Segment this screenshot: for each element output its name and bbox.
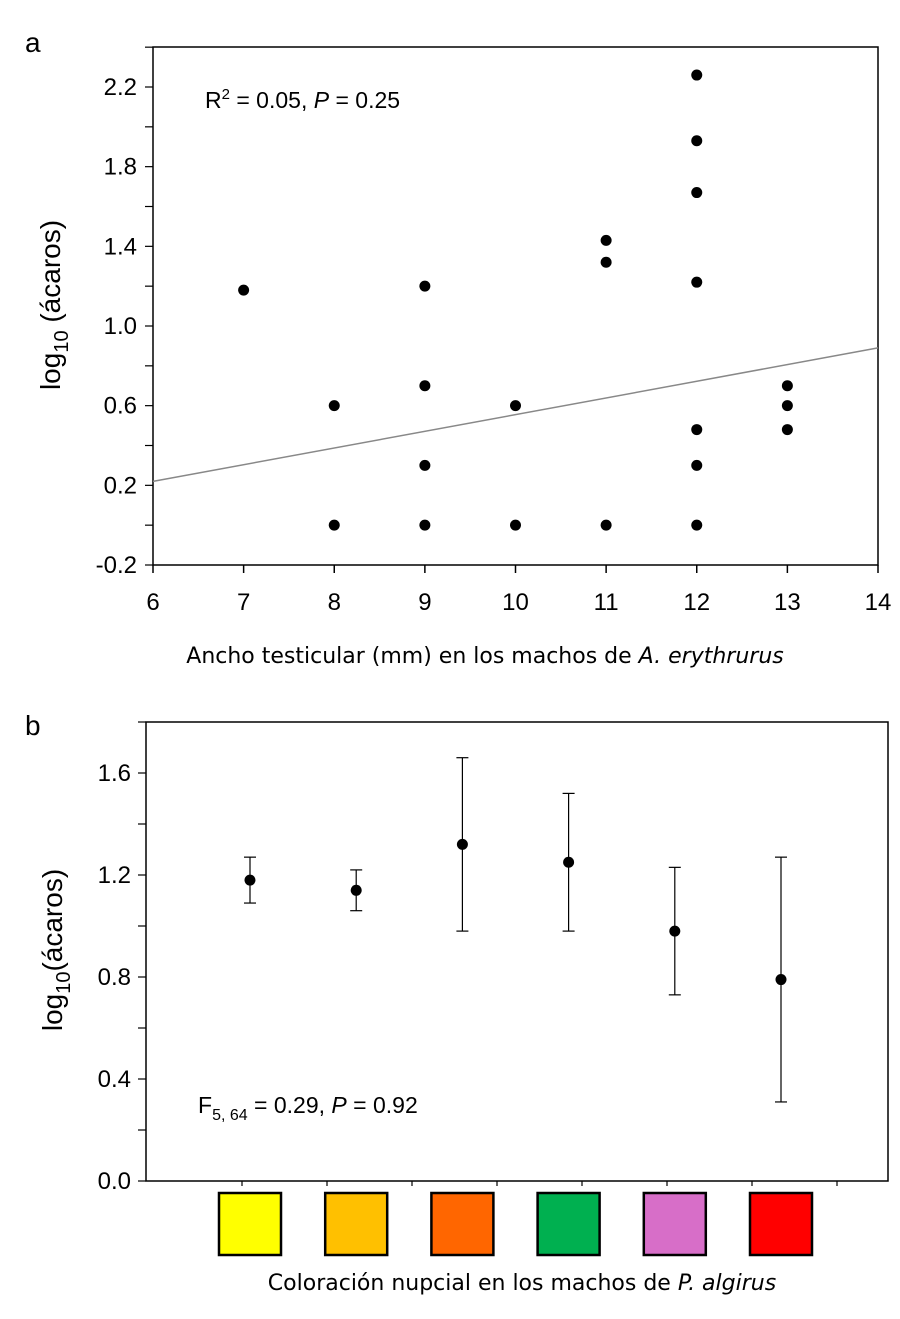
plot-a-ylabel: log10 (ácaros)	[35, 220, 73, 390]
plot-a-annotation: R2 = 0.05, P = 0.25	[205, 86, 400, 113]
color-swatch	[323, 1191, 389, 1257]
x-tick-label: 13	[774, 589, 801, 616]
data-point	[691, 459, 703, 471]
regression-line	[152, 347, 879, 483]
mean-point	[775, 974, 787, 986]
data-point	[691, 69, 703, 81]
color-swatch	[217, 1191, 283, 1257]
plot-a-frame	[152, 46, 879, 566]
panel-a-label: a	[25, 27, 41, 58]
y-tick-label: 1.8	[104, 154, 137, 181]
plot-b-xlabel: Coloración nupcial en los machos de P. a…	[268, 1271, 776, 1296]
data-point	[510, 519, 521, 531]
color-swatch	[748, 1191, 814, 1257]
x-tick-label: 9	[418, 589, 431, 616]
y-tick-label: 1.6	[98, 760, 131, 787]
x-tick-label: 10	[502, 589, 529, 616]
data-point	[781, 424, 793, 436]
x-tick-label: 6	[146, 589, 159, 616]
data-point	[328, 519, 340, 531]
data-point	[510, 400, 521, 412]
data-point	[419, 519, 431, 531]
data-point	[781, 380, 793, 392]
y-tick-label: 0.8	[98, 964, 131, 991]
data-point	[691, 424, 703, 436]
y-tick-label: 0.2	[104, 472, 137, 499]
data-point	[691, 135, 703, 147]
data-point	[691, 187, 703, 199]
y-tick-label: -0.2	[96, 552, 137, 579]
data-point	[419, 459, 431, 471]
plot-b-ylabel: log10(ácaros)	[37, 869, 75, 1031]
x-tick-label: 11	[594, 589, 619, 616]
x-tick-label: 12	[683, 589, 710, 616]
mean-point	[563, 856, 575, 868]
y-tick-label: 2.2	[104, 74, 137, 101]
data-point	[238, 284, 250, 296]
x-tick-label: 14	[865, 589, 892, 616]
y-tick-label: 1.4	[104, 233, 137, 260]
y-tick-label: 0.4	[98, 1066, 131, 1093]
x-tick-label: 8	[328, 589, 341, 616]
data-point	[600, 234, 612, 246]
data-point	[691, 276, 703, 288]
y-tick-label: 1.0	[104, 313, 137, 340]
data-point	[419, 380, 431, 392]
color-swatch	[642, 1191, 708, 1257]
panel-b-label: b	[25, 710, 41, 741]
mean-point	[350, 884, 362, 896]
y-tick-label: 0.0	[98, 1168, 131, 1195]
x-tick-label: 7	[237, 589, 250, 616]
plot-a-xlabel: Ancho testicular (mm) en los machos de A…	[186, 644, 783, 669]
y-tick-label: 0.6	[104, 393, 137, 420]
mean-point	[456, 838, 468, 850]
data-point	[691, 519, 703, 531]
data-point	[781, 400, 793, 412]
data-point	[328, 400, 340, 412]
color-swatch	[536, 1191, 601, 1257]
y-tick-label: 1.2	[98, 862, 131, 889]
data-point	[419, 280, 431, 292]
mean-point	[669, 925, 681, 937]
plot-b-annotation: F5, 64 = 0.29, P = 0.92	[198, 1092, 418, 1124]
color-swatch	[430, 1191, 495, 1257]
data-point	[600, 519, 612, 531]
data-point	[600, 256, 612, 268]
mean-point	[244, 874, 256, 886]
plot-b-frame	[145, 721, 889, 1182]
